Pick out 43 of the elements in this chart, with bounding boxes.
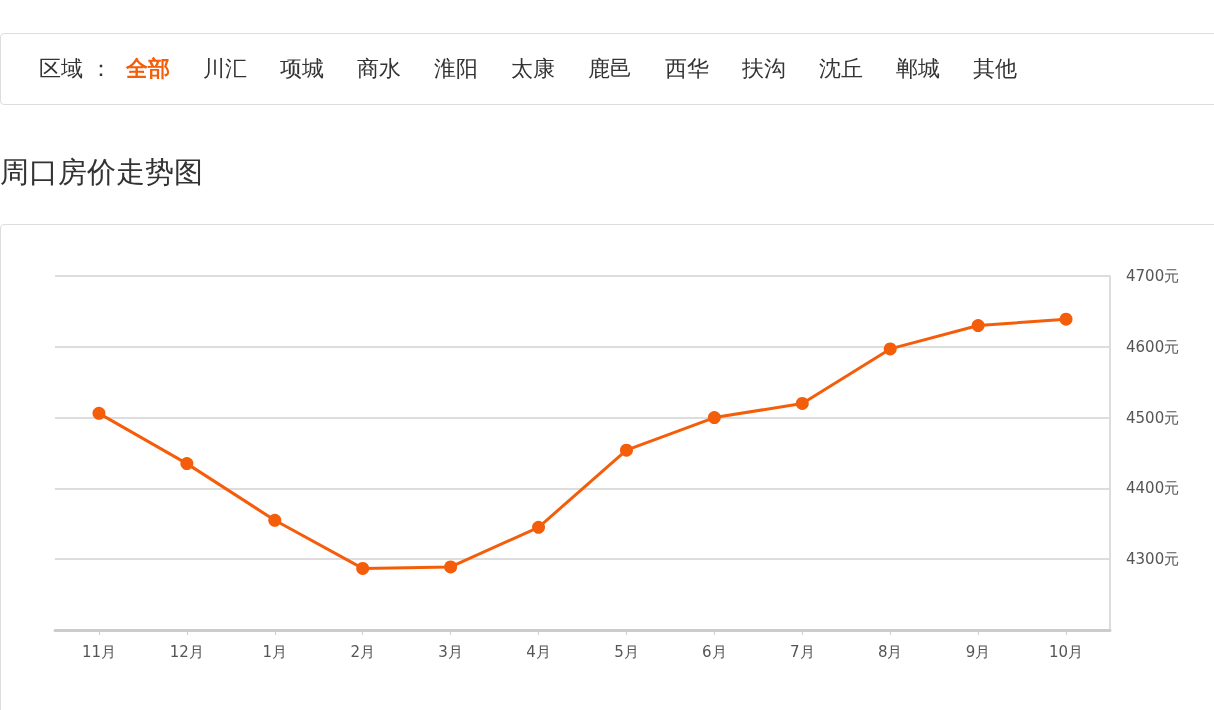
point [619, 443, 633, 457]
point [707, 411, 721, 425]
x-tick-label: 3月 [438, 642, 463, 661]
text: 全部 [126, 55, 170, 83]
x-tick-label: 2月 [350, 642, 375, 661]
x-tick-label: 1月 [262, 642, 288, 661]
x-tick-label: 5月 [614, 642, 639, 661]
point [883, 342, 897, 356]
x-tick-label: 8月 [877, 642, 903, 661]
x-tick-label: 11月 [81, 642, 117, 661]
text: 沈丘 [819, 55, 863, 83]
text: 淮阳 [434, 55, 478, 83]
text: 鹿邑 [588, 55, 632, 83]
point [532, 520, 546, 534]
x-tick-label: 4月 [526, 642, 551, 661]
x-tick-label: 9月 [965, 642, 991, 661]
text: 川汇 [203, 55, 247, 83]
y-tick-label: 4300元 [1126, 550, 1180, 569]
text: 区域 ： [39, 55, 112, 83]
y-tick-label: 4500元 [1126, 408, 1180, 427]
chart-title: 周口房价走势图 [0, 154, 203, 191]
point [268, 513, 282, 527]
point [795, 396, 809, 410]
x-tick-label: 6月 [702, 642, 727, 661]
point [444, 560, 458, 574]
text: 郸城 [896, 55, 940, 83]
point [1059, 312, 1073, 326]
point [356, 561, 370, 575]
x-tick-label: 12月 [169, 642, 204, 661]
x-tick-label: 7月 [790, 642, 815, 661]
point [92, 406, 106, 420]
text: 扶沟 [742, 55, 786, 83]
text: 商水 [357, 55, 401, 83]
point [971, 319, 985, 333]
text: 其他 [973, 55, 1017, 83]
point [180, 457, 194, 471]
y-tick-label: 4400元 [1126, 479, 1180, 498]
x-tick-label: 10月 [1048, 642, 1084, 661]
y-tick-label: 4600元 [1126, 337, 1180, 356]
y-tick-label: 4700元 [1126, 267, 1180, 285]
text: 项城 [280, 55, 324, 83]
text: 太康 [511, 55, 555, 83]
text: 西华 [665, 55, 709, 83]
